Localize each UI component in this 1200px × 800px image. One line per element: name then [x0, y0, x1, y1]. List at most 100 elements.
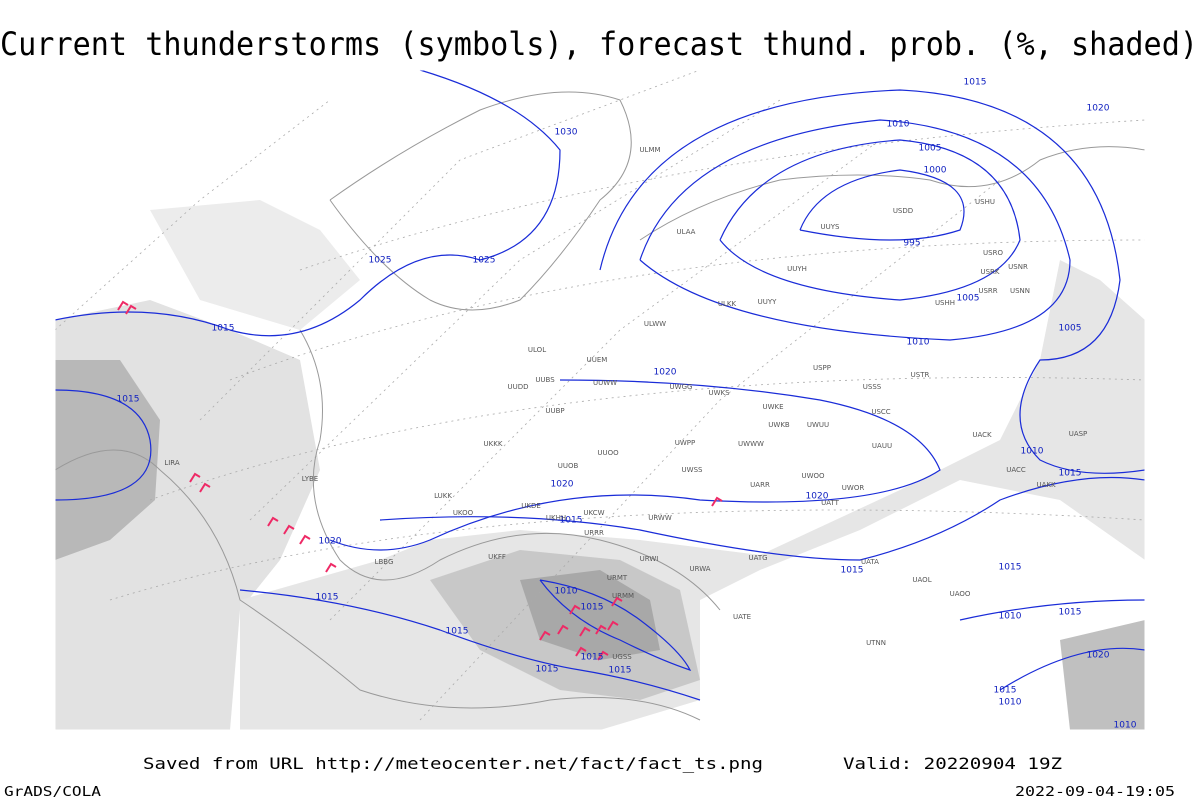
station-label: UKDE — [521, 502, 541, 510]
station-label: UWPP — [675, 439, 696, 447]
source-url: Saved from URL http://meteocenter.net/fa… — [143, 754, 763, 773]
station-label: USHU — [975, 198, 995, 206]
station-label: UACC — [1006, 466, 1026, 474]
isobar-label: 1020 — [1087, 651, 1110, 661]
station-label: ULAA — [677, 228, 696, 236]
isobar-label: 1015 — [841, 566, 864, 576]
isobar-label: 1015 — [609, 666, 632, 676]
isobar-label: 1020 — [654, 368, 677, 378]
isobar-label: 1020 — [1087, 104, 1110, 114]
station-label: UKOO — [453, 509, 474, 517]
isobar-label: 1015 — [536, 665, 559, 675]
station-label: USSS — [863, 383, 882, 391]
station-label: UATG — [748, 554, 767, 562]
station-label: URWW — [648, 514, 672, 522]
station-label: USPP — [813, 364, 831, 372]
isobar-label: 1010 — [999, 698, 1022, 708]
coastlines — [54, 91, 1146, 721]
map-title: Current thunderstorms (symbols), forecas… — [0, 25, 1198, 63]
isobar-label: 1015 — [999, 563, 1022, 573]
station-label: UWWW — [738, 440, 764, 448]
isobar-label: 1000 — [924, 166, 947, 176]
isobar-label: 1010 — [555, 587, 578, 597]
isobar-label: 1025 — [473, 256, 496, 266]
station-label: UAKK — [1036, 481, 1056, 489]
isobar-label: 1010 — [999, 612, 1022, 622]
isobar-label: 1010 — [1021, 447, 1044, 457]
station-label: UASP — [1069, 430, 1088, 438]
station-label: UARR — [750, 481, 770, 489]
thunderstorm-symbols — [117, 300, 723, 661]
station-label: LIRA — [164, 459, 180, 467]
station-label: UWOR — [842, 484, 865, 492]
isobar-label: 1015 — [1059, 469, 1082, 479]
station-label: UWKB — [768, 421, 790, 429]
isobar-label: 1015 — [446, 627, 469, 637]
station-label: UWUU — [807, 421, 829, 429]
graticule — [54, 69, 1146, 721]
station-label: ULKK — [718, 300, 737, 308]
isobar-label: 1015 — [581, 653, 604, 663]
station-label: UWKS — [708, 389, 730, 397]
isobar-label: 1005 — [957, 294, 980, 304]
station-label: UUOO — [597, 449, 619, 457]
station-label: UTNN — [866, 639, 886, 647]
isobar-label: 1015 — [964, 78, 987, 88]
station-label: LYBE — [302, 475, 318, 483]
isobar-label: 1015 — [117, 395, 140, 405]
isobar-label: 1025 — [369, 256, 392, 266]
isobar-label: 1015 — [1059, 608, 1082, 618]
isobar-label: 1020 — [551, 480, 574, 490]
station-label: URWA — [689, 565, 710, 573]
station-label: URRR — [584, 529, 604, 537]
station-label: UAOL — [912, 576, 931, 584]
isobar-label: 1005 — [919, 144, 942, 154]
station-label: USTR — [911, 371, 930, 379]
station-label: UKCW — [583, 509, 604, 517]
station-label: ULOL — [528, 346, 546, 354]
station-label: USNR — [1008, 263, 1028, 271]
station-label: USHH — [935, 299, 955, 307]
station-label: UWSS — [682, 466, 703, 474]
station-label: UWGG — [670, 383, 693, 391]
station-label: UATA — [861, 558, 879, 566]
shading — [55, 200, 1145, 730]
station-label: USRR — [978, 287, 997, 295]
station-label: UUWW — [593, 379, 617, 387]
isobar-label: 1005 — [1059, 324, 1082, 334]
station-label: UKKK — [484, 440, 503, 448]
isobar-label: 1015 — [316, 593, 339, 603]
station-label: UATT — [821, 499, 840, 507]
isobars — [54, 69, 1146, 701]
software: GrADS/COLA — [4, 785, 101, 800]
timestamp: 2022-09-04-19:05 — [1015, 785, 1175, 800]
station-label: USNN — [1010, 287, 1030, 295]
station-label: UUYS — [821, 223, 841, 231]
station-label: UWKE — [762, 403, 783, 411]
station-label: UUBP — [545, 407, 564, 415]
station-label: UAUU — [872, 442, 892, 450]
isobar-label: 1020 — [319, 537, 342, 547]
station-label: UUEM — [587, 356, 608, 364]
isobar-label: 995 — [903, 239, 920, 249]
station-label: UWOO — [801, 472, 825, 480]
station-label: USRO — [983, 249, 1003, 257]
map-frame — [54, 69, 1146, 731]
isobar-label: 1015 — [581, 603, 604, 613]
station-label: ULWW — [644, 320, 666, 328]
isobar-label: 1015 — [212, 324, 235, 334]
station-label: UUYY — [758, 298, 778, 306]
station-label: URWI — [640, 555, 659, 563]
station-label: UAOO — [950, 590, 971, 598]
station-label: URMM — [612, 592, 634, 600]
station-label: UATE — [733, 613, 751, 621]
station-label: URMT — [607, 574, 628, 582]
isobar-label: 1020 — [806, 492, 829, 502]
isobar-label: 1030 — [555, 128, 578, 138]
isobar-label: 1010 — [907, 338, 930, 348]
isobar-label: 1010 — [887, 120, 910, 130]
station-label: LUKK — [434, 492, 452, 500]
station-label: ULMM — [639, 146, 660, 154]
isobar-label: 1015 — [560, 516, 583, 526]
